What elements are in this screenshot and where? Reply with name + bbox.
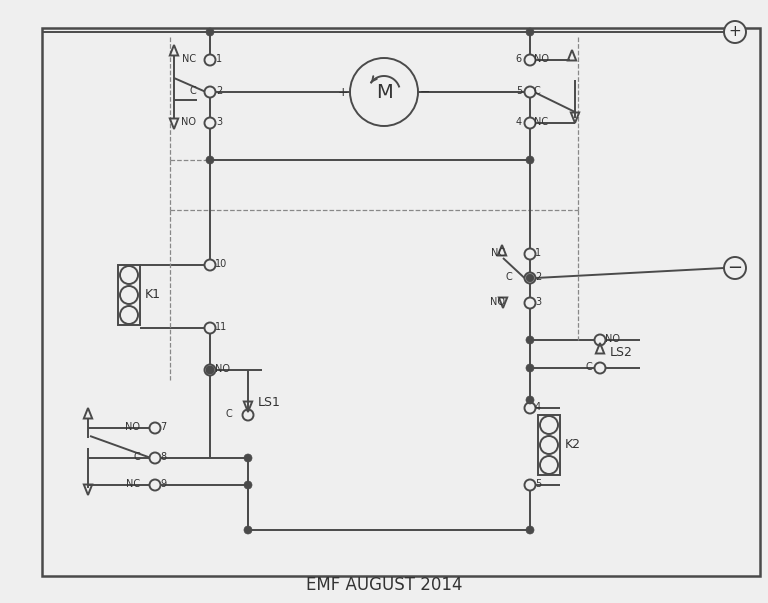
Circle shape [243,409,253,420]
Text: K1: K1 [145,288,161,302]
Circle shape [150,423,161,434]
Text: 3: 3 [535,297,541,307]
Circle shape [525,402,535,414]
Text: NC: NC [126,479,140,489]
Text: 9: 9 [160,479,166,489]
Circle shape [525,248,535,259]
Text: 5: 5 [516,86,522,96]
Circle shape [244,526,252,534]
Circle shape [526,28,534,36]
Circle shape [540,456,558,474]
Text: −: − [727,259,743,277]
Text: 8: 8 [160,452,166,462]
Text: NC: NC [182,54,196,64]
Text: C: C [134,452,140,462]
Circle shape [150,479,161,490]
Text: C: C [505,272,512,282]
Circle shape [526,156,534,164]
Circle shape [525,273,535,283]
Text: 6: 6 [516,54,522,64]
Text: EMF AUGUST 2014: EMF AUGUST 2014 [306,576,462,594]
Text: 4: 4 [535,402,541,412]
Circle shape [525,297,535,309]
Circle shape [350,58,418,126]
Circle shape [204,364,216,376]
Circle shape [525,54,535,66]
Circle shape [204,86,216,98]
Circle shape [526,364,534,372]
Text: 11: 11 [215,322,227,332]
Circle shape [526,274,534,282]
Circle shape [206,156,214,164]
Circle shape [594,362,605,373]
Text: LS1: LS1 [258,397,281,409]
Text: 4: 4 [516,117,522,127]
Circle shape [206,366,214,374]
Circle shape [525,86,535,98]
Text: NO: NO [125,422,140,432]
Text: NC: NC [491,248,505,258]
Text: 7: 7 [160,422,166,432]
Circle shape [120,266,138,284]
Text: NO: NO [215,364,230,374]
Text: 1: 1 [535,248,541,258]
Text: C: C [534,86,541,96]
Text: 10: 10 [215,259,227,269]
Text: LS2: LS2 [610,346,633,359]
Text: K2: K2 [565,438,581,452]
Text: NO: NO [490,297,505,307]
Circle shape [206,28,214,36]
Text: C: C [225,409,232,419]
Text: 5: 5 [535,479,541,489]
Circle shape [525,479,535,490]
Text: 2: 2 [535,272,541,282]
Circle shape [120,286,138,304]
Text: M: M [376,83,392,101]
Circle shape [526,526,534,534]
Circle shape [594,335,605,346]
Circle shape [150,452,161,464]
Bar [538,415,560,475]
Circle shape [540,436,558,454]
Text: 3: 3 [216,117,222,127]
Circle shape [120,306,138,324]
Text: −: − [420,86,430,98]
Circle shape [204,54,216,66]
Text: +: + [729,25,741,40]
Text: NC: NC [534,117,548,127]
Circle shape [204,259,216,271]
Circle shape [526,336,534,344]
Text: 2: 2 [216,86,222,96]
Text: C: C [585,362,592,372]
Bar [118,265,140,325]
Circle shape [244,454,252,462]
Circle shape [526,396,534,404]
Circle shape [204,323,216,333]
Circle shape [204,118,216,128]
Circle shape [724,257,746,279]
Circle shape [525,118,535,128]
Text: C: C [189,86,196,96]
Text: NO: NO [534,54,549,64]
Text: NO: NO [605,334,620,344]
Circle shape [540,416,558,434]
Circle shape [724,21,746,43]
Text: NO: NO [181,117,196,127]
Circle shape [244,481,252,489]
Circle shape [206,366,214,374]
Text: 1: 1 [216,54,222,64]
Text: +: + [338,86,349,98]
